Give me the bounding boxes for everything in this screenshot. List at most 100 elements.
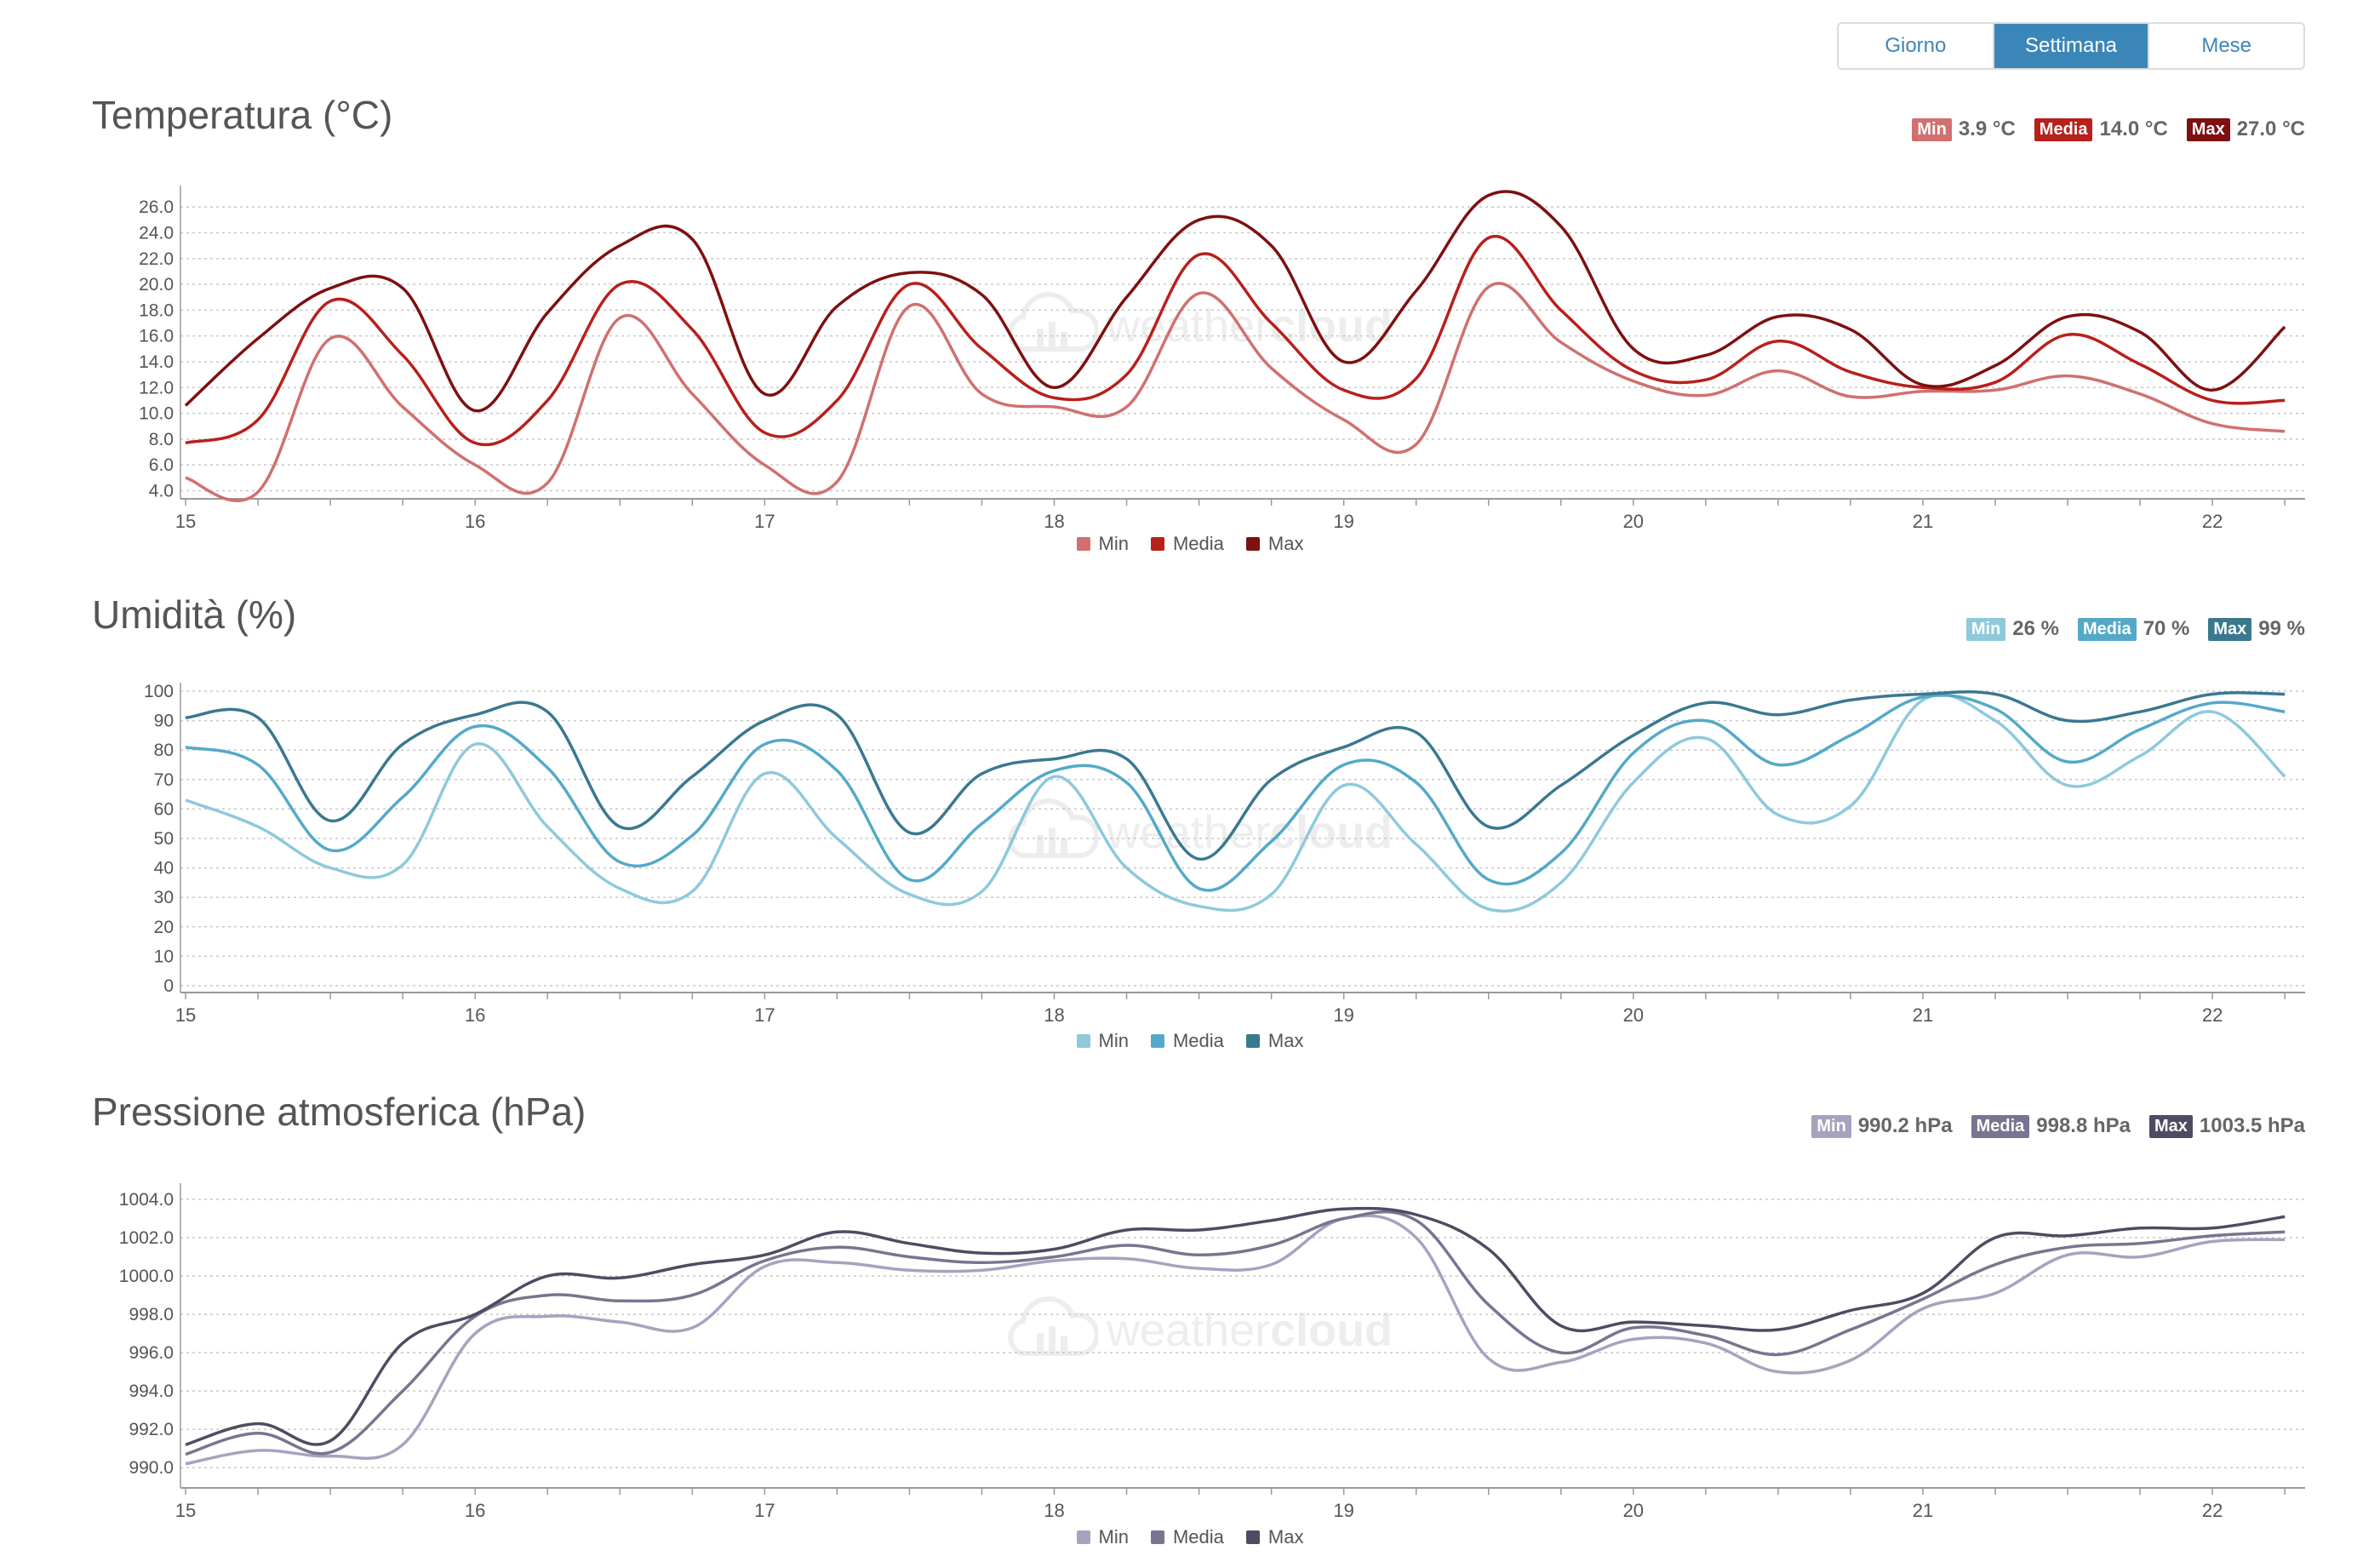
y-tick-label: 20.0 xyxy=(139,275,174,295)
series-line-min xyxy=(185,693,2286,913)
pressure-legend: Min Media Max xyxy=(0,1526,2380,1548)
legend-swatch-max xyxy=(1245,1034,1260,1048)
x-tick-label: 19 xyxy=(1333,511,1353,532)
pressure-section: Pressione atmosferica (hPa) Min 990.2 hP… xyxy=(0,1089,2380,1548)
temperature-chart: 4.0 6.0 8.0 10.0 12.0 14.0 16.0 18.0 20.0 22.0 24.… xyxy=(139,186,2305,532)
stat-media-value: 998.8 hPa xyxy=(2036,1114,2131,1137)
x-tick-label: 22 xyxy=(2202,1004,2223,1026)
humidity-stat-min: Min 26 % xyxy=(1965,617,2059,641)
legend-item-media[interactable]: Media xyxy=(1150,1526,1224,1548)
period-week-button[interactable]: Settimana xyxy=(1994,24,2150,68)
stat-media-badge: Media xyxy=(2078,617,2137,641)
x-tick-label: 18 xyxy=(1044,511,1064,532)
x-tick-label: 21 xyxy=(1913,1500,1933,1521)
legend-label-media: Media xyxy=(1172,533,1224,554)
y-tick-label: 8.0 xyxy=(149,430,174,449)
legend-label-max: Max xyxy=(1267,1526,1304,1547)
x-tick-label: 20 xyxy=(1623,1004,1644,1026)
period-month-button[interactable]: Mese xyxy=(2201,34,2252,57)
humidity-legend: Min Media Max xyxy=(0,1030,2380,1052)
period-day-button[interactable]: Giorno xyxy=(1839,24,1994,68)
x-tick-label: 16 xyxy=(465,1004,485,1026)
y-tick-label: 992.0 xyxy=(129,1420,174,1439)
series-line-min xyxy=(185,282,2286,502)
y-tick-label: 996.0 xyxy=(129,1343,174,1363)
y-tick-label: 80 xyxy=(154,741,174,760)
series-line-min xyxy=(185,1214,2286,1466)
x-tick-label: 16 xyxy=(465,1500,485,1521)
stat-min-value: 26 % xyxy=(2012,617,2059,640)
legend-item-max[interactable]: Max xyxy=(1245,1030,1303,1052)
legend-swatch-media xyxy=(1150,537,1164,551)
pressure-chart: 990.0 992.0 994.0 996.0 998.0 1000.0 1002.0 100… xyxy=(119,1183,2305,1521)
series-line-max xyxy=(185,689,2286,861)
y-tick-label: 1004.0 xyxy=(119,1190,174,1210)
legend-swatch-max xyxy=(1245,1530,1260,1544)
stat-min-badge: Min xyxy=(1965,617,2006,641)
stat-min-badge: Min xyxy=(1811,1114,1851,1138)
legend-item-media[interactable]: Media xyxy=(1150,1030,1224,1052)
series-line-media xyxy=(185,1210,2286,1456)
legend-item-max[interactable]: Max xyxy=(1245,1526,1304,1548)
legend-label-media: Media xyxy=(1172,1526,1224,1547)
x-tick-label: 20 xyxy=(1623,1500,1644,1521)
y-tick-label: 60 xyxy=(154,799,174,819)
x-tick-label: 21 xyxy=(1913,511,1933,532)
legend-label-min: Min xyxy=(1098,1030,1129,1051)
y-tick-label: 10 xyxy=(154,947,174,966)
period-selector: Giorno Settimana Mese xyxy=(1837,22,2305,70)
stat-max-value: 1003.5 hPa xyxy=(2199,1114,2305,1137)
y-tick-label: 24.0 xyxy=(139,223,174,243)
legend-swatch-min xyxy=(1076,537,1090,551)
series-line-max xyxy=(185,1206,2286,1446)
stat-min-value: 990.2 hPa xyxy=(1857,1114,1953,1137)
y-tick-label: 14.0 xyxy=(139,352,174,372)
legend-swatch-max xyxy=(1245,537,1260,551)
legend-item-media[interactable]: Media xyxy=(1150,533,1224,555)
series-line-media xyxy=(185,234,2286,447)
humidity-section: Umidità (%) Min 26 % Media 70 % Max 99 % xyxy=(0,592,2380,1068)
temperature-stat-min: Min 3.9 °C xyxy=(1912,117,2016,141)
pressure-stat-max: Max 1003.5 hPa xyxy=(2149,1114,2305,1138)
y-tick-label: 994.0 xyxy=(129,1382,174,1401)
stat-min-value: 3.9 °C xyxy=(1958,117,2016,140)
legend-swatch-min xyxy=(1076,1530,1090,1544)
stat-max-value: 27.0 °C xyxy=(2236,117,2305,140)
y-tick-label: 1000.0 xyxy=(119,1267,174,1286)
x-tick-label: 15 xyxy=(175,1004,196,1026)
legend-item-min[interactable]: Min xyxy=(1076,1030,1129,1052)
stat-media-badge: Media xyxy=(2034,117,2093,141)
temperature-stat-media: Media 14.0 °C xyxy=(2034,117,2168,141)
x-tick-label: 17 xyxy=(754,511,775,532)
legend-label-max: Max xyxy=(1267,533,1304,554)
legend-item-min[interactable]: Min xyxy=(1076,1526,1129,1548)
pressure-stat-media: Media 998.8 hPa xyxy=(1971,1114,2131,1138)
y-tick-label: 18.0 xyxy=(139,300,174,320)
temperature-section: Temperatura (°C) Min 3.9 °C Media 14.0 °… xyxy=(0,92,2380,569)
y-tick-label: 6.0 xyxy=(149,455,174,475)
y-tick-label: 100 xyxy=(144,682,174,701)
x-tick-label: 17 xyxy=(754,1004,775,1026)
y-tick-label: 90 xyxy=(154,712,174,731)
temperature-stats: Min 3.9 °C Media 14.0 °C Max 27.0 °C xyxy=(1912,117,2305,141)
y-tick-label: 50 xyxy=(154,829,174,849)
y-tick-label: 4.0 xyxy=(149,481,174,501)
stat-max-badge: Max xyxy=(2149,1114,2193,1138)
y-tick-label: 0 xyxy=(163,976,174,996)
y-tick-label: 26.0 xyxy=(139,197,174,217)
legend-swatch-media xyxy=(1150,1530,1164,1544)
y-tick-label: 16.0 xyxy=(139,327,174,346)
humidity-stat-media: Media 70 % xyxy=(2078,617,2189,641)
legend-item-min[interactable]: Min xyxy=(1076,533,1129,555)
y-tick-label: 998.0 xyxy=(129,1305,174,1324)
y-tick-label: 40 xyxy=(154,859,174,878)
y-tick-label: 10.0 xyxy=(139,404,174,424)
x-tick-label: 21 xyxy=(1913,1004,1933,1026)
y-tick-label: 30 xyxy=(154,888,174,907)
stat-min-badge: Min xyxy=(1912,117,1952,141)
series-line-media xyxy=(185,694,2286,892)
x-tick-label: 15 xyxy=(175,511,196,532)
x-tick-label: 22 xyxy=(2202,511,2223,532)
temperature-title: Temperatura (°C) xyxy=(92,93,393,137)
legend-item-max[interactable]: Max xyxy=(1245,533,1304,555)
